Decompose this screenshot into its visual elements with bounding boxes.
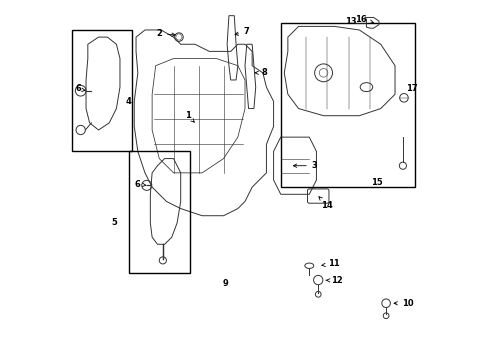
Text: 8: 8 xyxy=(255,68,268,77)
Bar xyxy=(72,30,132,152)
Text: 15: 15 xyxy=(371,178,383,187)
Text: 5: 5 xyxy=(112,219,118,228)
Text: 10: 10 xyxy=(394,299,414,308)
Bar xyxy=(281,23,415,187)
Text: 6: 6 xyxy=(75,84,85,93)
Text: 12: 12 xyxy=(326,276,343,285)
Text: 4: 4 xyxy=(126,97,132,106)
Text: 1: 1 xyxy=(185,111,195,122)
Text: 14: 14 xyxy=(319,197,333,210)
Text: 7: 7 xyxy=(235,27,250,36)
Text: 2: 2 xyxy=(156,29,175,38)
Text: 11: 11 xyxy=(322,260,340,269)
Bar xyxy=(129,152,190,273)
Text: 16: 16 xyxy=(355,15,373,24)
Text: 6: 6 xyxy=(135,180,147,189)
Text: 17: 17 xyxy=(406,84,417,93)
Text: 13: 13 xyxy=(344,17,356,26)
Text: 9: 9 xyxy=(222,279,228,288)
Text: 3: 3 xyxy=(294,161,318,170)
